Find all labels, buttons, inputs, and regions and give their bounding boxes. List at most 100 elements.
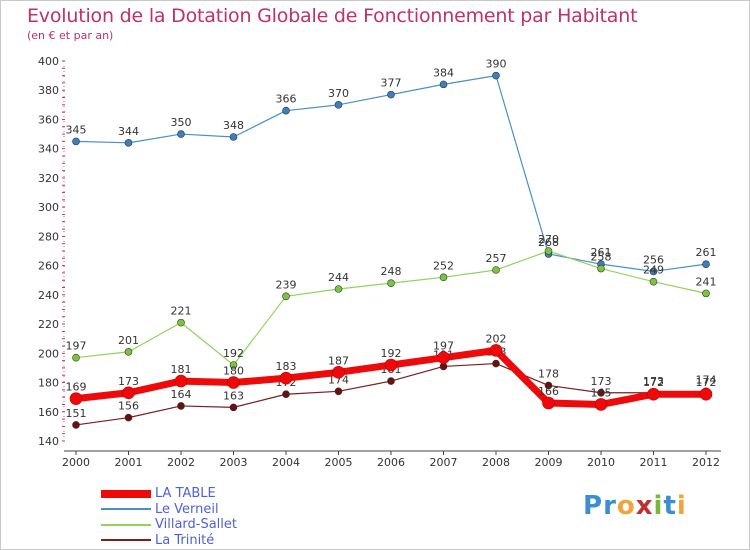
x-tick-label: 2008 <box>482 456 510 469</box>
y-tick-label: 340 <box>38 143 59 156</box>
logo-letter: x <box>635 491 654 521</box>
data-point <box>334 285 343 293</box>
data-label: 344 <box>118 125 139 138</box>
data-point <box>647 387 660 401</box>
series-villard-sallet: 197 201 221 192 239 244 248 252 257 270 258 249 241 <box>66 233 717 369</box>
data-label: 348 <box>223 119 244 132</box>
data-point <box>489 344 503 357</box>
data-point <box>174 374 188 388</box>
y-tick-label: 200 <box>38 347 59 360</box>
data-label: 256 <box>643 253 664 266</box>
data-label: 249 <box>643 264 664 277</box>
data-label: 270 <box>538 233 559 246</box>
legend-swatch <box>101 523 151 526</box>
logo-letter: P <box>583 491 604 521</box>
data-point <box>229 403 238 412</box>
data-point <box>702 289 710 298</box>
data-label: 261 <box>591 246 612 259</box>
legend-label: Villard-Sallet <box>155 517 238 533</box>
data-label: 202 <box>486 332 507 345</box>
data-label: 390 <box>486 58 507 71</box>
data-label: 169 <box>66 381 87 394</box>
data-point <box>122 386 135 400</box>
data-point <box>229 361 238 369</box>
data-label: 241 <box>696 275 717 288</box>
legend-label: LA TABLE <box>155 486 216 502</box>
series-la-table: 169 173 181 180 183 187 192 197 202 166 165 172 172 <box>66 332 717 411</box>
legend-swatch <box>101 489 151 498</box>
data-label: 197 <box>433 340 454 353</box>
y-tick-label: 380 <box>38 84 59 97</box>
series-le-verneil: 345 344 350 348 366 370 377 384 390 268 261 256 261 <box>66 58 717 276</box>
data-label: 192 <box>223 347 244 360</box>
y-tick-label: 280 <box>38 230 59 243</box>
data-label: 239 <box>276 278 297 291</box>
y-tick-label: 220 <box>38 318 59 331</box>
x-tick-label: 2005 <box>325 456 353 469</box>
data-point <box>72 421 80 429</box>
data-point <box>437 351 450 364</box>
data-point <box>439 80 448 89</box>
data-point <box>387 279 395 287</box>
legend-item: LA TABLE <box>101 486 237 502</box>
data-point <box>334 101 343 109</box>
data-label: 201 <box>118 334 139 347</box>
y-tick-label: 300 <box>38 201 59 214</box>
data-label: 183 <box>276 360 297 373</box>
data-point <box>542 396 555 410</box>
series-line <box>75 75 707 273</box>
chart-title: Evolution de la Dotation Globale de Fonc… <box>27 5 638 27</box>
y-tick-label: 360 <box>38 113 59 126</box>
data-point <box>177 318 185 327</box>
data-point <box>702 260 710 268</box>
data-point <box>387 377 395 385</box>
data-point <box>72 137 80 146</box>
data-label: 164 <box>171 388 192 401</box>
data-point <box>384 358 398 372</box>
data-point <box>492 359 500 368</box>
data-label: 173 <box>118 375 139 388</box>
y-tick-label: 320 <box>38 172 59 185</box>
data-label: 172 <box>643 376 664 389</box>
data-label: 197 <box>66 340 87 353</box>
data-point <box>177 130 185 138</box>
data-point <box>649 277 658 286</box>
data-label: 257 <box>486 252 507 265</box>
data-point <box>72 353 80 362</box>
data-label: 173 <box>643 375 664 388</box>
data-label: 163 <box>223 389 244 402</box>
data-point <box>387 90 395 99</box>
y-tick-label: 240 <box>38 289 59 302</box>
x-tick-label: 2001 <box>115 456 143 469</box>
data-label: 181 <box>171 363 192 376</box>
x-tick-label: 2002 <box>167 456 195 469</box>
data-label: 370 <box>328 87 349 100</box>
proxiti-logo: Proxiti <box>583 491 687 521</box>
data-label: 151 <box>66 407 87 420</box>
logo-letter: i <box>676 491 687 521</box>
x-tick-label: 2011 <box>640 456 668 469</box>
x-tick-label: 2003 <box>220 456 248 469</box>
data-label: 221 <box>171 305 192 318</box>
data-label: 174 <box>696 373 717 386</box>
data-point <box>124 139 133 147</box>
data-label: 174 <box>328 373 349 386</box>
legend-swatch <box>101 539 151 542</box>
data-label: 173 <box>591 375 612 388</box>
data-label: 166 <box>538 385 559 398</box>
data-label: 248 <box>381 265 402 278</box>
x-tick-label: 2000 <box>62 456 90 469</box>
x-tick-label: 2009 <box>535 456 563 469</box>
legend-swatch <box>101 508 151 511</box>
x-tick-label: 2004 <box>272 456 300 469</box>
data-label: 156 <box>118 400 139 413</box>
data-label: 345 <box>66 123 87 136</box>
data-label: 192 <box>381 347 402 360</box>
data-point <box>492 266 500 274</box>
logo-letter: t <box>663 491 677 521</box>
data-label: 252 <box>433 259 454 272</box>
logo-letter: i <box>653 491 664 521</box>
logo-letter: r <box>603 491 617 521</box>
